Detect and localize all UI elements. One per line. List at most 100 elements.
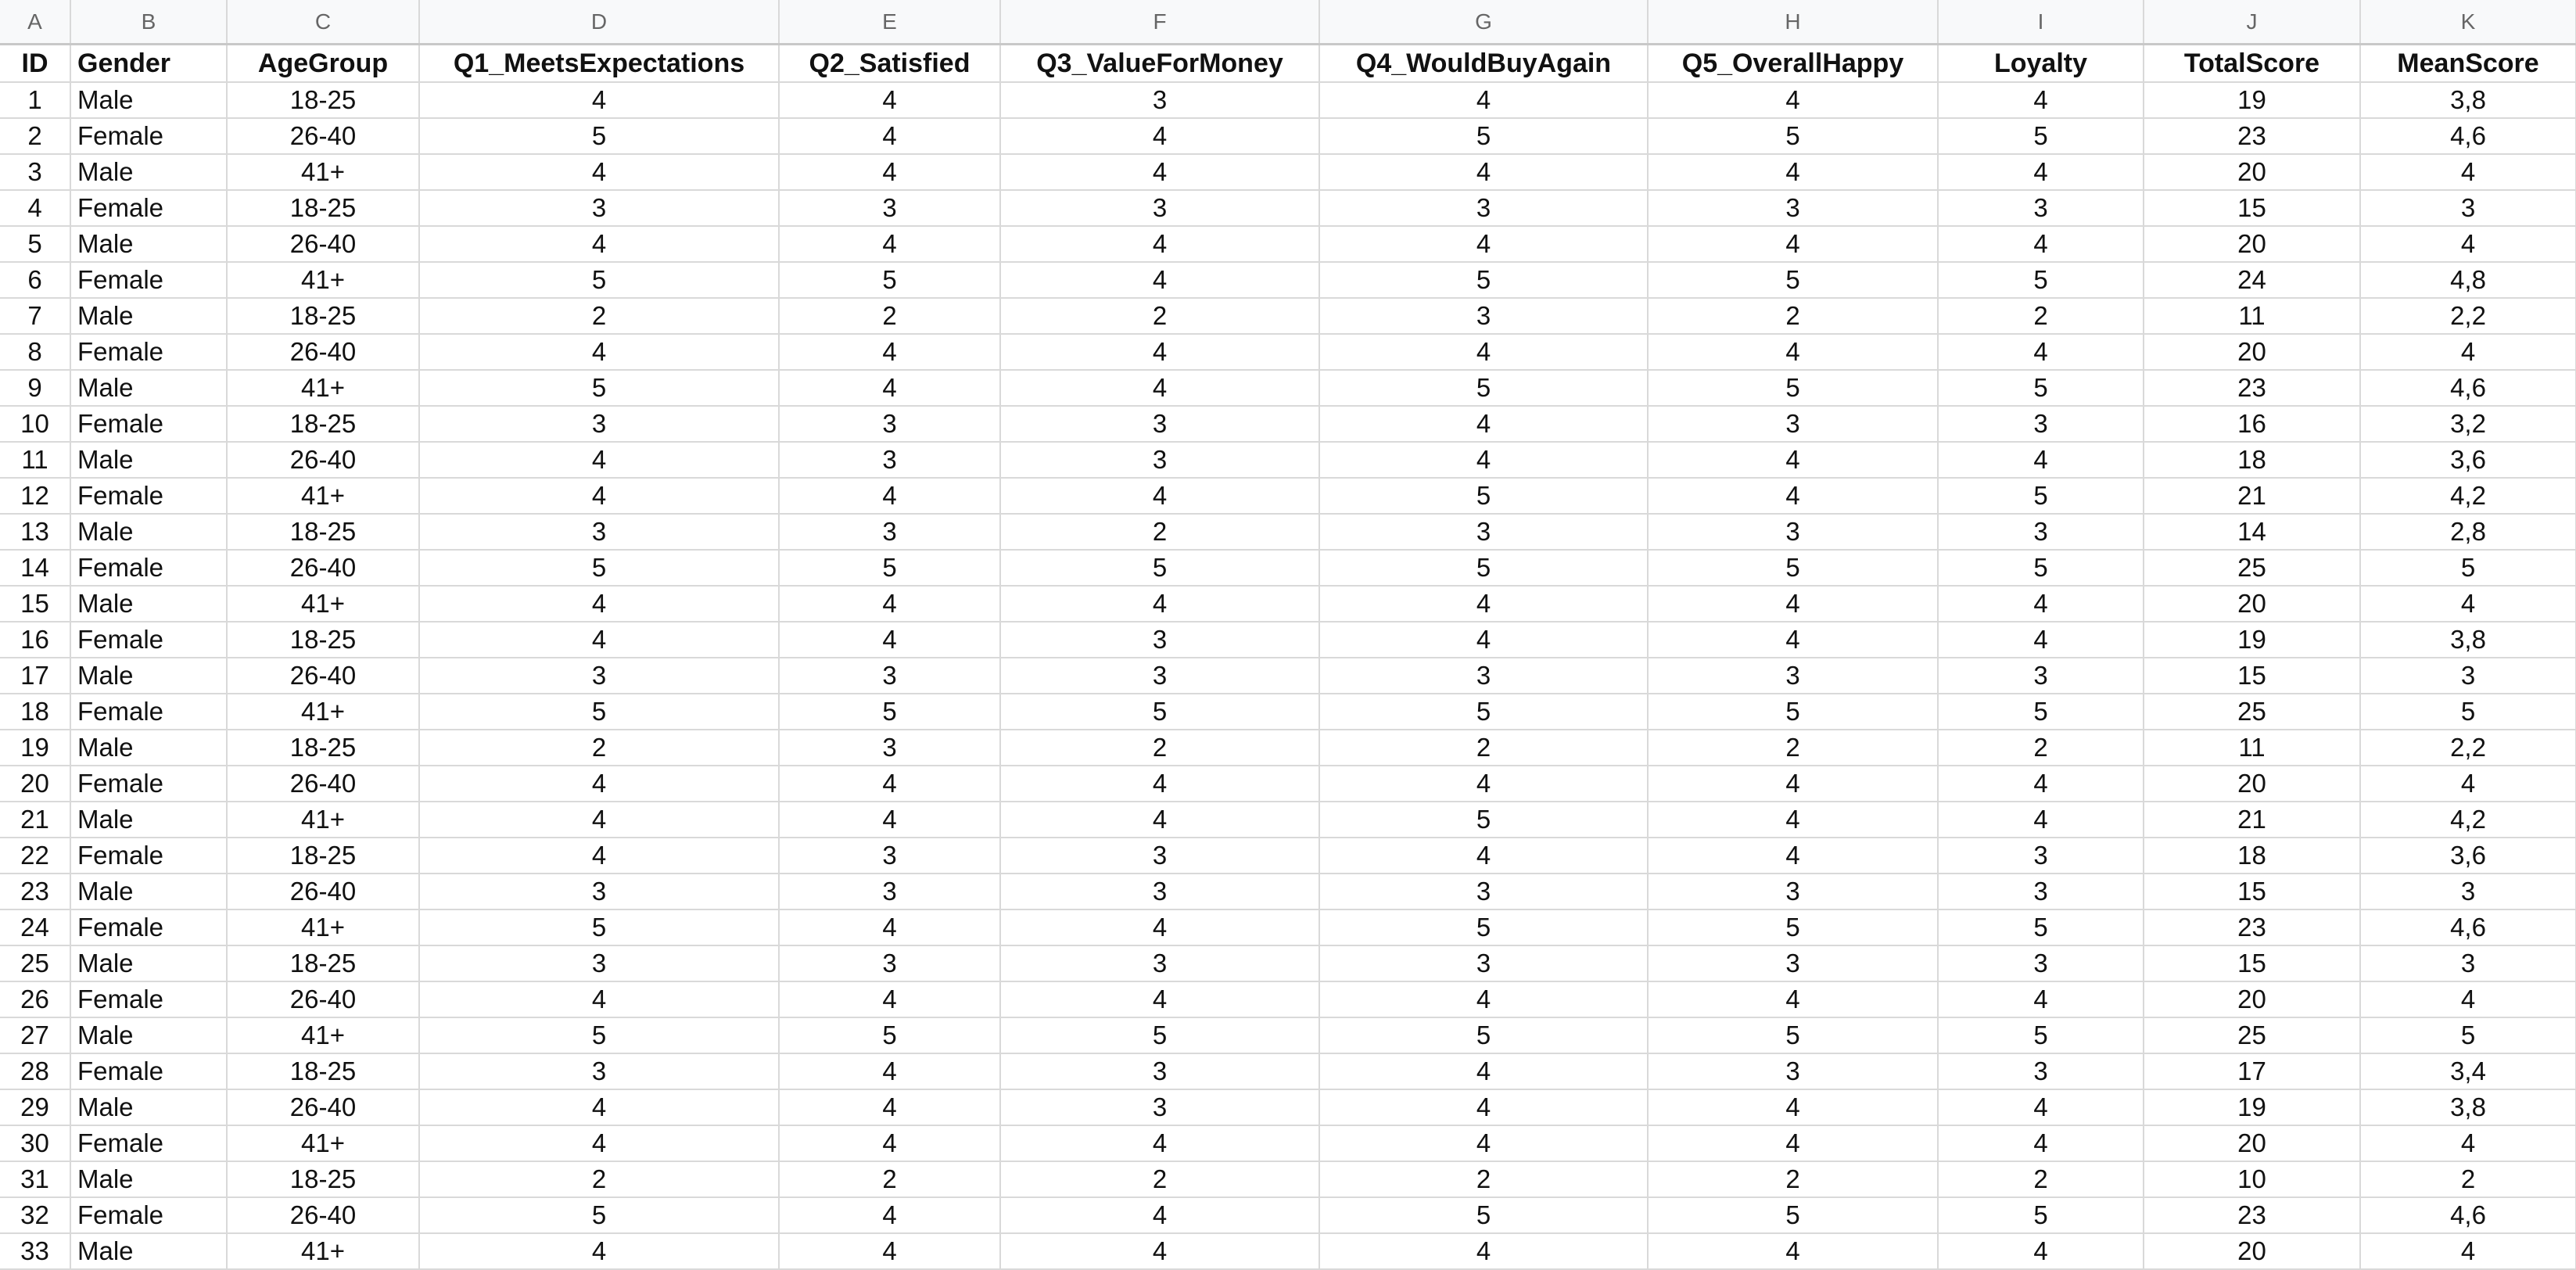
cell-meanscore[interactable]: 4 <box>2360 154 2576 191</box>
cell-agegroup[interactable]: 26-40 <box>227 766 420 802</box>
cell-gender[interactable]: Female <box>70 478 228 515</box>
cell-id[interactable]: 7 <box>0 298 71 335</box>
cell-q1[interactable]: 4 <box>419 1125 780 1162</box>
cell-q5[interactable]: 2 <box>1648 730 1939 766</box>
cell-meanscore[interactable]: 4,6 <box>2360 118 2576 155</box>
cell-agegroup[interactable]: 18-25 <box>227 406 420 443</box>
cell-q4[interactable]: 4 <box>1319 586 1649 622</box>
cell-q4[interactable]: 3 <box>1319 874 1649 910</box>
cell-q1[interactable]: 3 <box>419 1053 780 1090</box>
cell-gender[interactable]: Female <box>70 406 228 443</box>
cell-q3[interactable]: 4 <box>1000 1197 1320 1234</box>
cell-id[interactable]: 24 <box>0 909 71 946</box>
cell-gender[interactable]: Female <box>70 981 228 1018</box>
cell-id[interactable]: 9 <box>0 370 71 407</box>
cell-meanscore[interactable]: 3 <box>2360 874 2576 910</box>
cell-id[interactable]: 19 <box>0 730 71 766</box>
cell-meanscore[interactable]: 2,2 <box>2360 298 2576 335</box>
cell-id[interactable]: 20 <box>0 766 71 802</box>
column-header-d[interactable]: D <box>419 0 780 45</box>
cell-agegroup[interactable]: 26-40 <box>227 334 420 371</box>
cell-q3[interactable]: 3 <box>1000 406 1320 443</box>
cell-totalscore[interactable]: 20 <box>2144 334 2361 371</box>
cell-gender[interactable]: Male <box>70 1089 228 1126</box>
cell-totalscore[interactable]: 19 <box>2144 1089 2361 1126</box>
cell-loyalty[interactable]: 5 <box>1938 1017 2144 1054</box>
cell-loyalty[interactable]: 5 <box>1938 478 2144 515</box>
cell-loyalty[interactable]: 4 <box>1938 622 2144 658</box>
cell-id[interactable]: 25 <box>0 945 71 982</box>
cell-q4[interactable]: 4 <box>1319 766 1649 802</box>
cell-q2[interactable]: 4 <box>779 622 1001 658</box>
cell-q1[interactable]: 4 <box>419 622 780 658</box>
cell-q3[interactable]: 4 <box>1000 766 1320 802</box>
cell-id[interactable]: 8 <box>0 334 71 371</box>
cell-id[interactable]: 22 <box>0 838 71 874</box>
cell-q5[interactable]: 4 <box>1648 981 1939 1018</box>
cell-gender[interactable]: Male <box>70 1233 228 1270</box>
cell-agegroup[interactable]: 18-25 <box>227 1053 420 1090</box>
cell-q5[interactable]: 3 <box>1648 1053 1939 1090</box>
cell-q3[interactable]: 4 <box>1000 981 1320 1018</box>
cell-q4[interactable]: 3 <box>1319 298 1649 335</box>
cell-q5[interactable]: 4 <box>1648 766 1939 802</box>
cell-q4[interactable]: 3 <box>1319 945 1649 982</box>
cell-q5[interactable]: 2 <box>1648 1161 1939 1198</box>
cell-q1[interactable]: 4 <box>419 802 780 838</box>
cell-agegroup[interactable]: 41+ <box>227 1233 420 1270</box>
cell-id[interactable]: 17 <box>0 658 71 694</box>
cell-agegroup[interactable]: 26-40 <box>227 442 420 479</box>
cell-q1[interactable]: 4 <box>419 586 780 622</box>
cell-gender[interactable]: Male <box>70 226 228 263</box>
cell-loyalty[interactable]: 3 <box>1938 1053 2144 1090</box>
cell-q5[interactable]: 4 <box>1648 1125 1939 1162</box>
header-cell-totalscore[interactable]: TotalScore <box>2144 44 2361 83</box>
cell-q1[interactable]: 5 <box>419 118 780 155</box>
cell-q2[interactable]: 4 <box>779 766 1001 802</box>
cell-q2[interactable]: 4 <box>779 586 1001 622</box>
cell-meanscore[interactable]: 3 <box>2360 190 2576 227</box>
cell-id[interactable]: 18 <box>0 694 71 730</box>
cell-q3[interactable]: 5 <box>1000 694 1320 730</box>
cell-meanscore[interactable]: 3,8 <box>2360 622 2576 658</box>
cell-totalscore[interactable]: 11 <box>2144 298 2361 335</box>
cell-q1[interactable]: 3 <box>419 658 780 694</box>
cell-q5[interactable]: 5 <box>1648 118 1939 155</box>
cell-agegroup[interactable]: 41+ <box>227 262 420 299</box>
cell-id[interactable]: 4 <box>0 190 71 227</box>
cell-q4[interactable]: 4 <box>1319 981 1649 1018</box>
cell-loyalty[interactable]: 5 <box>1938 262 2144 299</box>
cell-q2[interactable]: 5 <box>779 694 1001 730</box>
cell-q1[interactable]: 2 <box>419 730 780 766</box>
cell-gender[interactable]: Male <box>70 82 228 119</box>
cell-q2[interactable]: 4 <box>779 370 1001 407</box>
cell-meanscore[interactable]: 4,8 <box>2360 262 2576 299</box>
cell-gender[interactable]: Female <box>70 909 228 946</box>
cell-meanscore[interactable]: 4,2 <box>2360 478 2576 515</box>
cell-id[interactable]: 1 <box>0 82 71 119</box>
cell-q4[interactable]: 4 <box>1319 1053 1649 1090</box>
cell-id[interactable]: 28 <box>0 1053 71 1090</box>
cell-q5[interactable]: 4 <box>1648 478 1939 515</box>
cell-q4[interactable]: 5 <box>1319 550 1649 587</box>
cell-agegroup[interactable]: 41+ <box>227 802 420 838</box>
cell-gender[interactable]: Male <box>70 298 228 335</box>
cell-q5[interactable]: 5 <box>1648 370 1939 407</box>
cell-q3[interactable]: 4 <box>1000 586 1320 622</box>
cell-agegroup[interactable]: 26-40 <box>227 874 420 910</box>
cell-q3[interactable]: 3 <box>1000 1053 1320 1090</box>
cell-q5[interactable]: 4 <box>1648 1233 1939 1270</box>
cell-q5[interactable]: 4 <box>1648 622 1939 658</box>
cell-q4[interactable]: 4 <box>1319 154 1649 191</box>
cell-q2[interactable]: 3 <box>779 838 1001 874</box>
cell-totalscore[interactable]: 23 <box>2144 118 2361 155</box>
cell-q5[interactable]: 4 <box>1648 82 1939 119</box>
cell-gender[interactable]: Female <box>70 262 228 299</box>
cell-q4[interactable]: 5 <box>1319 1017 1649 1054</box>
cell-q2[interactable]: 2 <box>779 298 1001 335</box>
cell-meanscore[interactable]: 2 <box>2360 1161 2576 1198</box>
cell-q1[interactable]: 4 <box>419 1233 780 1270</box>
cell-totalscore[interactable]: 15 <box>2144 945 2361 982</box>
cell-q2[interactable]: 4 <box>779 334 1001 371</box>
cell-meanscore[interactable]: 4 <box>2360 1233 2576 1270</box>
